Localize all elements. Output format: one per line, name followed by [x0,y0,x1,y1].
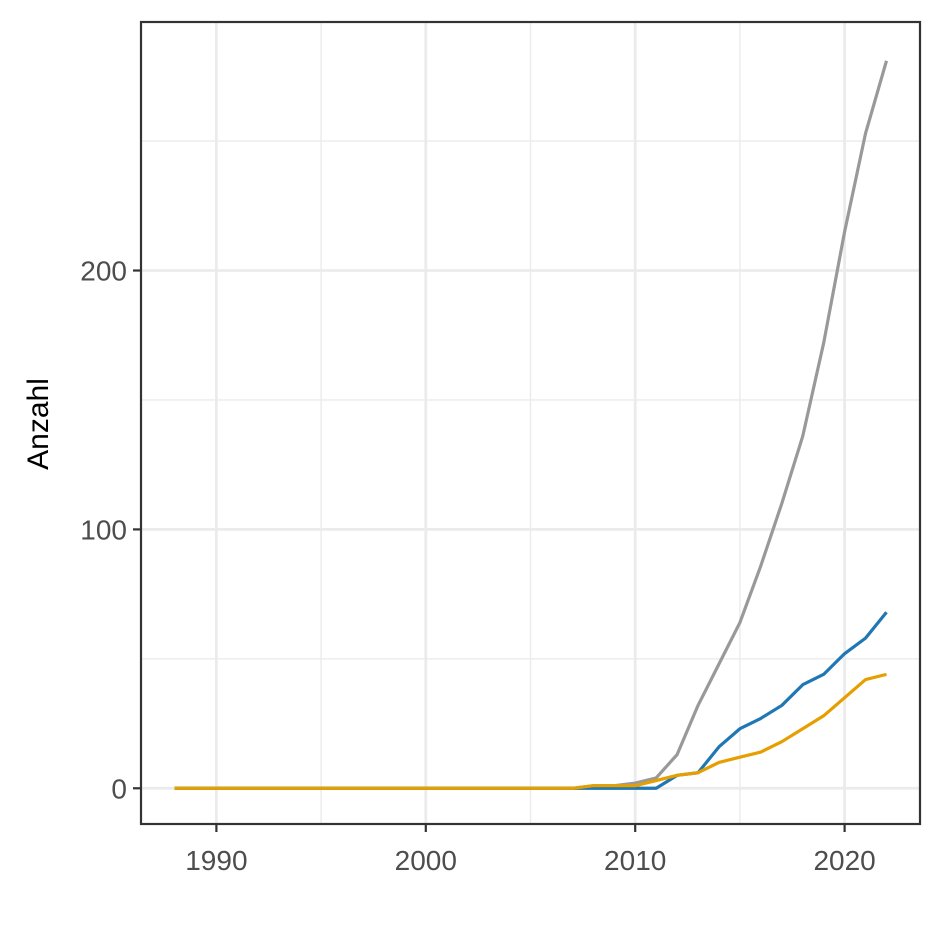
y-axis-title: Anzahl [22,378,55,470]
x-tick-label: 1990 [185,845,247,876]
y-tick-label: 100 [80,514,127,545]
x-axis: 1990 2000 2010 2020 [185,824,876,876]
x-tick-label: 2000 [395,845,457,876]
y-tick-label: 0 [111,773,127,804]
series-line-3 [174,672,887,790]
minor-gridlines [141,22,920,824]
series-lines [174,60,889,790]
panel-border [139,20,922,826]
y-axis: 0 100 200 [80,256,141,804]
y-tick-label: 200 [80,256,127,287]
x-tick-label: 2010 [604,845,666,876]
x-tick-label: 2020 [813,845,875,876]
